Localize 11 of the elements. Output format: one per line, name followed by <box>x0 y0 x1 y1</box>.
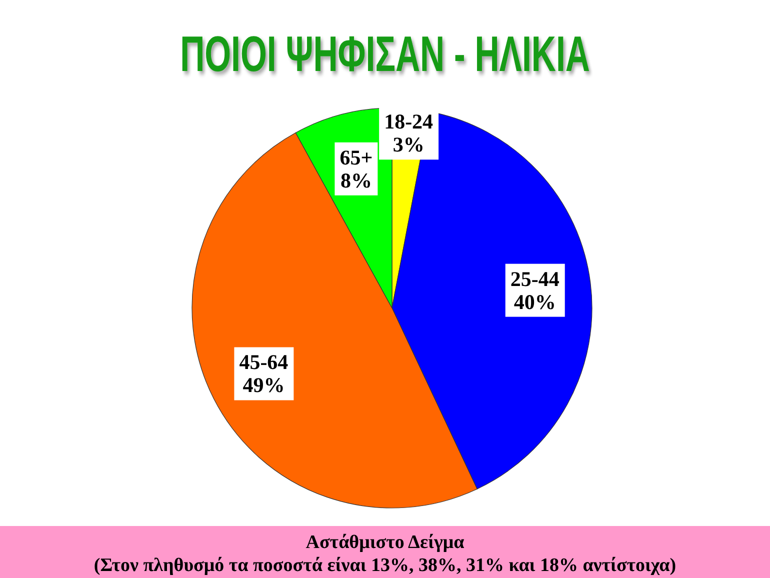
slice-label: 18-24 <box>384 110 434 134</box>
slice-label: 65+ <box>340 145 373 170</box>
slice-label: 25-44 <box>510 266 560 291</box>
data-label: 8% <box>340 168 372 192</box>
data-label: 49% <box>242 373 285 398</box>
chart-title: ΠΟΙΟΙ ΨΗΦΙΣΑΝ - ΗΛΙΚΙΑ <box>180 26 590 83</box>
text: (Στον πληθυσμό τα ποσοστά είναι 13%, 38%, 31% και 18% αντίστοιχα) <box>94 554 676 576</box>
data-label: 3% <box>392 132 424 157</box>
slice-label: 45-64 <box>239 350 289 374</box>
text: Αστάθμιστο Δείγμα <box>306 532 465 553</box>
data-label: 40% <box>514 290 556 314</box>
